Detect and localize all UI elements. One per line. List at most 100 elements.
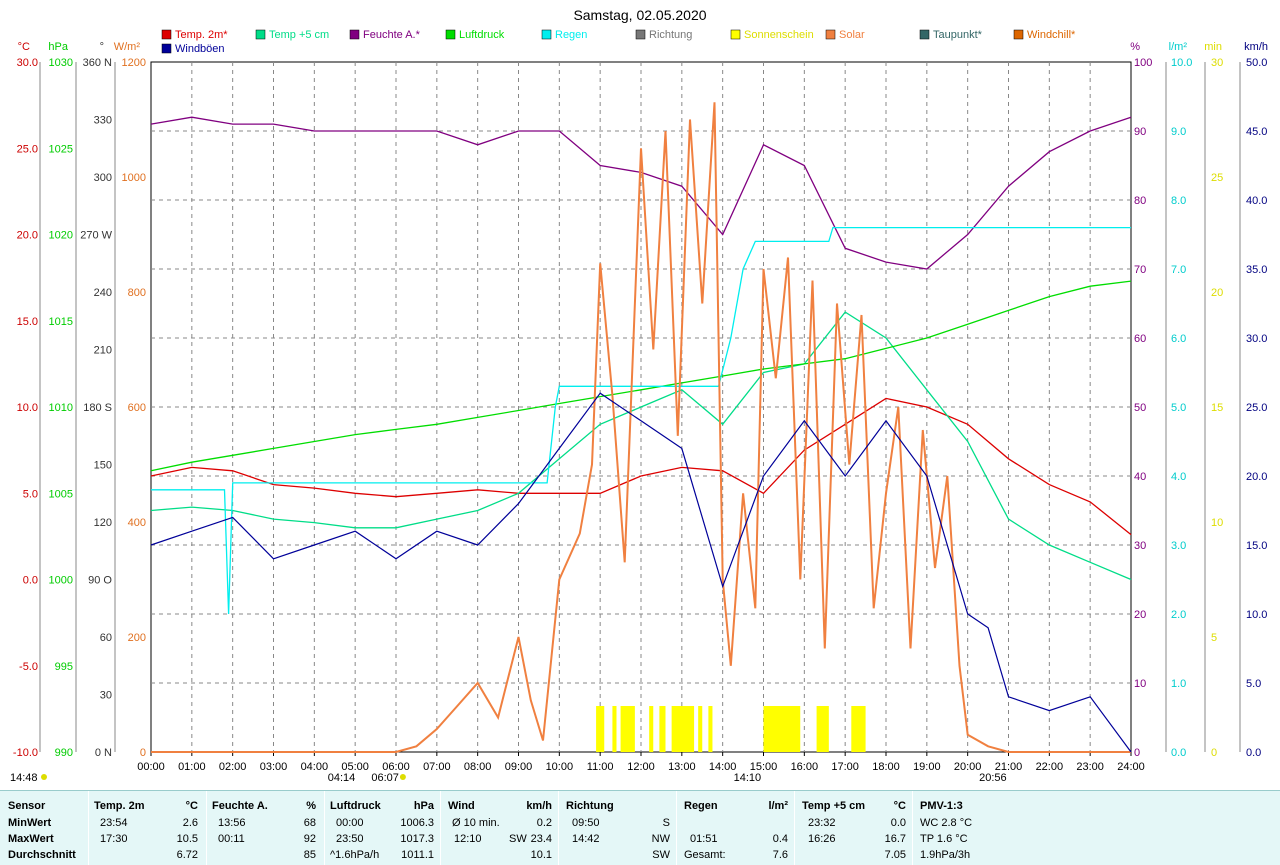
time-marker: 14:10 xyxy=(734,772,762,784)
tick-label: 400 xyxy=(128,517,146,529)
weather-chart: Samstag, 02.05.2020 Temp. 2m* Temp +5 cm F… xyxy=(10,7,1268,784)
stats-unit: l/m² xyxy=(768,800,788,812)
legend-label: Taupunkt* xyxy=(933,29,983,41)
tick-label: 240 xyxy=(94,287,112,299)
legend-label: Richtung xyxy=(649,29,692,41)
stats-header: Richtung xyxy=(566,800,614,812)
tick-label: 25 xyxy=(1211,172,1223,184)
stats-col-temp5cm: Temp +5 cm °C 23:32 16:26 0.0 16.7 7.05 xyxy=(794,791,913,865)
tick-label: 200 xyxy=(128,632,146,644)
tick-label: -10.0 xyxy=(13,747,38,759)
tick-label: 1030 xyxy=(49,57,73,69)
x-tick-label: 14:00 xyxy=(709,761,737,773)
tick-label: 150 xyxy=(94,460,112,472)
tick-label: 800 xyxy=(128,287,146,299)
legend-label: Temp. 2m* xyxy=(175,29,228,41)
series-line xyxy=(151,226,1131,615)
x-tick-label: 04:00 xyxy=(301,761,329,773)
stats-value: 6.72 xyxy=(176,849,198,861)
sunshine-bar xyxy=(620,706,635,752)
legend-swatch xyxy=(919,29,930,40)
tick-label: 100 xyxy=(1134,57,1152,69)
x-tick-label: 11:00 xyxy=(587,761,614,773)
tick-label: 1.0 xyxy=(1171,678,1186,690)
sunshine-bar xyxy=(708,706,713,752)
series-line xyxy=(150,392,1132,753)
legend-label: Sonnenschein xyxy=(744,29,814,41)
tick-label: 25.0 xyxy=(17,143,38,155)
stats-value: 0.4 xyxy=(772,833,788,845)
x-tick-label: 00:00 xyxy=(137,761,165,773)
stats-value: S xyxy=(662,817,670,829)
sunshine-bar xyxy=(851,706,866,752)
series-line xyxy=(150,397,1132,536)
stats-col-pmv: PMV-1:3 WC 2.8 °C TP 1.6 °C 1.9hPa/3h xyxy=(912,791,1032,865)
tick-label: 120 xyxy=(94,517,112,529)
sunshine-bar xyxy=(698,706,703,752)
stats-value: 85 xyxy=(303,849,316,861)
series-line xyxy=(150,280,1132,472)
stats-unit: % xyxy=(306,800,316,812)
stats-header: Feuchte A. xyxy=(212,800,268,812)
stats-header: Sensor xyxy=(8,800,46,812)
x-tick-label: 01:00 xyxy=(178,761,206,773)
stats-time: 16:26 xyxy=(808,833,836,845)
legend-swatch xyxy=(635,29,646,40)
sunshine-bar xyxy=(659,706,666,752)
stats-time: 17:30 xyxy=(100,833,128,845)
x-tick-label: 08:00 xyxy=(464,761,492,773)
tick-label: 30.0 xyxy=(17,57,38,69)
stats-unit: °C xyxy=(893,800,906,812)
tick-label: 15 xyxy=(1211,402,1223,414)
tick-label: 0 xyxy=(140,747,146,759)
x-tick-label: 05:00 xyxy=(341,761,369,773)
legend-swatch xyxy=(1013,29,1024,40)
x-tick-label: 12:00 xyxy=(627,761,655,773)
stats-pmv-row: WC 2.8 °C xyxy=(920,817,973,829)
tick-label: 70 xyxy=(1134,264,1146,276)
legend-swatch xyxy=(730,29,741,40)
sunshine-bar xyxy=(612,706,617,752)
tick-label: 10 xyxy=(1211,517,1223,529)
tick-label: 50 xyxy=(1134,402,1146,414)
axis-unit: l/m² xyxy=(1169,41,1188,53)
stats-value: 16.7 xyxy=(884,833,906,845)
tick-label: 1005 xyxy=(49,488,73,500)
x-axis: 00:00 01:00 02:00 03:00 04:00 05:00 06:00 07:00… xyxy=(137,752,1145,773)
x-tick-label: 07:00 xyxy=(423,761,451,773)
sunshine-bar xyxy=(816,706,829,752)
tick-label: 60 xyxy=(1134,333,1146,345)
tick-label: 30 xyxy=(1211,57,1223,69)
stats-value: 0.0 xyxy=(890,817,906,829)
tick-label: 330 xyxy=(94,115,112,127)
stats-time: 14:42 xyxy=(572,833,600,845)
stats-time: ^1.6hPa/h xyxy=(330,849,380,861)
tick-label: 1000 xyxy=(122,172,146,184)
stats-header: Temp. 2m xyxy=(94,800,145,812)
series-line xyxy=(150,311,1132,581)
stats-value: 10.1 xyxy=(530,849,552,861)
axis-unit: ° xyxy=(100,41,104,53)
stats-col-temp2m: Temp. 2m °C 23:54 17:30 2.6 10.5 6.72 xyxy=(88,791,207,865)
tick-label: 10 xyxy=(1134,678,1146,690)
left-axes: 30.0 25.0 20.0 15.0 10.0 5.0 0.0 -5.0 -10.0 1030 1… xyxy=(13,57,146,759)
tick-label: 45.0 xyxy=(1246,126,1267,138)
stats-col-sensor: Sensor MinWert MaxWert Durchschnitt xyxy=(0,791,89,865)
tick-label: 270 W xyxy=(80,230,112,242)
tick-label: 9.0 xyxy=(1171,126,1186,138)
stats-time: 23:32 xyxy=(808,817,836,829)
x-tick-label: 20:00 xyxy=(954,761,982,773)
x-tick-label: 22:00 xyxy=(1036,761,1064,773)
tick-label: 20.0 xyxy=(17,230,38,242)
tick-label: 10.0 xyxy=(1246,609,1267,621)
right-axes: 100908070605040302010010.09.08.07.06.05.… xyxy=(1134,57,1267,759)
axis-unit: W/m² xyxy=(114,41,141,53)
tick-label: 1025 xyxy=(49,143,73,155)
axis-units: °C hPa ° W/m²% l/m² min km/h xyxy=(18,41,1268,53)
time-marker: 20:56 xyxy=(979,772,1007,784)
x-tick-label: 18:00 xyxy=(872,761,900,773)
tick-label: 60 xyxy=(100,632,112,644)
tick-label: 990 xyxy=(55,747,73,759)
time-marker: 04:14 xyxy=(328,772,356,784)
tick-label: 0.0 xyxy=(1171,747,1186,759)
